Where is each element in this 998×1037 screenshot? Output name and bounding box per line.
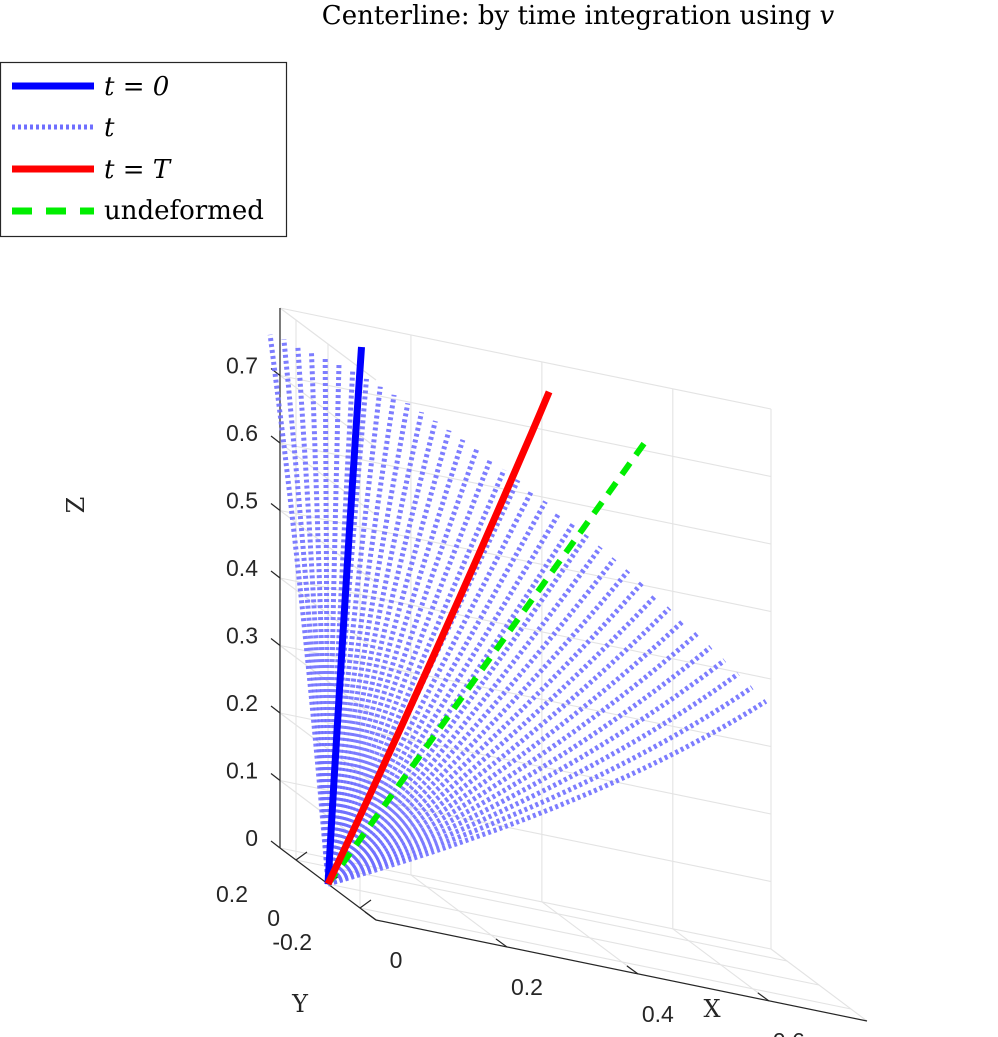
series-line-t — [326, 545, 603, 886]
series-line-t — [281, 339, 331, 885]
z-tick-label: 0 — [245, 825, 258, 851]
z-tick — [270, 435, 281, 444]
series-line-t — [327, 671, 740, 887]
series-line-t — [326, 619, 685, 887]
series-line-t — [325, 420, 438, 885]
plot-area — [267, 334, 768, 887]
legend: t = 0 t t = T undeformed — [0, 61, 288, 238]
z-tick-label: 0.6 — [226, 420, 258, 446]
series-line-t — [326, 533, 589, 886]
z-tick — [270, 503, 281, 511]
series-line-tT — [324, 390, 553, 886]
series-line-t — [326, 569, 631, 886]
series-line-t — [325, 394, 397, 885]
series-line-t — [327, 685, 754, 887]
series-line-t — [267, 334, 331, 885]
z-tick-label: 0.2 — [226, 690, 258, 716]
series-line-t — [325, 386, 383, 885]
series-line-t0 — [324, 346, 365, 885]
legend-label-t: t — [104, 113, 115, 143]
series-line-t — [322, 357, 331, 885]
legend-label-undeformed: undeformed — [104, 196, 264, 226]
y-tick-label: 0.2 — [216, 881, 248, 907]
legend-label-t0: t = 0 — [104, 72, 169, 102]
grid-line — [279, 442, 772, 545]
y-tick-label: -0.2 — [272, 929, 312, 955]
grid-line — [295, 859, 788, 962]
x-tick — [495, 938, 508, 948]
z-tick-label: 0.5 — [226, 488, 258, 514]
box-edge — [770, 948, 868, 1022]
z-tick-label: 0.1 — [226, 758, 258, 784]
series-line-t — [325, 439, 466, 885]
series-line-t — [326, 593, 658, 887]
z-tick — [270, 570, 281, 579]
grid-line — [359, 907, 852, 1010]
x-axis-line — [375, 919, 868, 1022]
grid-line — [279, 375, 377, 448]
series-line-t — [325, 500, 548, 886]
box-edge — [279, 307, 772, 410]
x-tick-label: 0 — [390, 947, 403, 973]
grid-line — [327, 883, 820, 986]
y-tick — [295, 851, 308, 861]
chart-title: Centerline: by time integration using v — [322, 1, 835, 31]
series-line-t — [325, 429, 452, 885]
grid-line — [279, 779, 772, 883]
x-tick — [364, 911, 377, 921]
x-tick — [626, 965, 639, 975]
series-line-t — [327, 699, 768, 887]
x-tick-label: 0.6 — [773, 1028, 805, 1037]
series-line-t — [325, 411, 425, 885]
z-tick — [270, 638, 281, 646]
z-tick-label: 0.3 — [226, 623, 258, 649]
z-tick — [270, 840, 281, 849]
z-tick-label: 0.4 — [226, 555, 258, 581]
y-tick — [359, 899, 372, 909]
axis-ticks: 00.20.40.6-0.200.200.10.20.30.40.50.60.7 — [216, 353, 805, 1037]
y-axis-label: Y — [291, 990, 309, 1018]
series-line-t — [325, 448, 480, 885]
x-tick-label: 0.2 — [511, 974, 543, 1000]
series-line-undeformed — [325, 435, 652, 886]
series-line-t — [326, 581, 644, 886]
series-line-t — [326, 557, 617, 886]
z-axis-label: Z — [62, 497, 90, 514]
grid-line — [279, 577, 772, 680]
x-tick-label: 0.4 — [642, 1001, 674, 1027]
series-line-t — [325, 511, 562, 886]
series-line-t — [325, 458, 493, 885]
grid-line — [279, 509, 772, 613]
series-line-t — [308, 350, 331, 885]
series-line-t — [326, 632, 699, 887]
z-tick-label: 0.7 — [226, 353, 258, 379]
series-line-t — [327, 658, 727, 887]
y-tick-label: 0 — [267, 905, 280, 931]
z-tick — [270, 773, 281, 781]
z-tick — [270, 705, 281, 714]
x-tick — [757, 992, 770, 1002]
x-axis-label: X — [703, 995, 720, 1023]
series-line-t — [326, 606, 672, 887]
legend-label-tT: t = T — [104, 155, 172, 185]
